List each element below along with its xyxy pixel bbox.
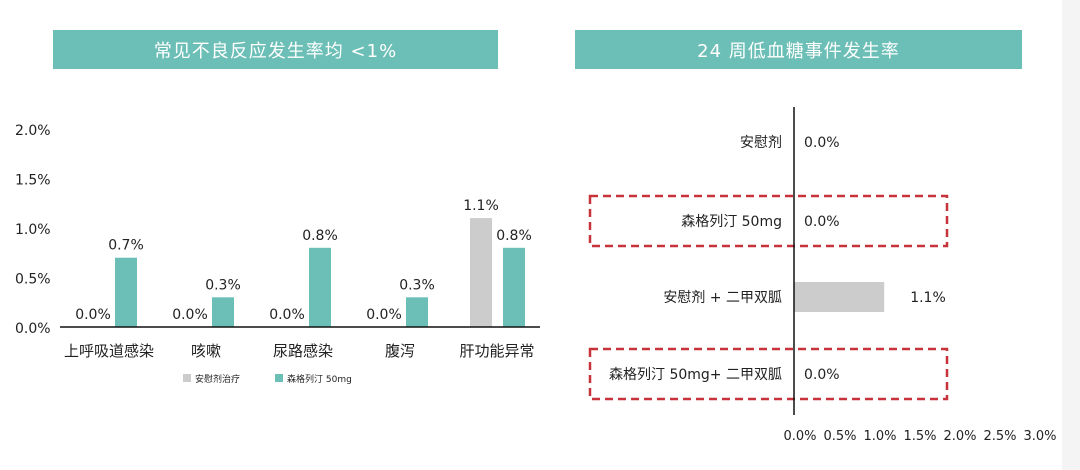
x-tick-label: 2.0%	[943, 429, 976, 444]
legend-label: 森格列汀 50mg	[287, 373, 352, 385]
bar-drug	[503, 247, 525, 327]
bar-drug	[406, 297, 428, 327]
bar-drug	[309, 247, 331, 327]
legend-swatch	[275, 374, 283, 382]
x-tick-label: 2.5%	[983, 429, 1016, 444]
data-label: 0.0%	[804, 367, 840, 383]
data-label: 0.8%	[302, 228, 338, 244]
category-label: 安慰剂 + 二甲双胍	[663, 289, 782, 306]
y-tick-label: 1.0%	[15, 222, 51, 238]
y-tick-label: 0.5%	[15, 272, 51, 288]
data-label: 0.0%	[366, 307, 402, 323]
category-label: 森格列汀 50mg	[681, 214, 782, 230]
left-chart-title: 常见不良反应发生率均 <1%	[53, 30, 498, 69]
bar-drug	[212, 297, 234, 327]
x-category-label: 尿路感染	[273, 342, 333, 360]
bar-drug	[115, 257, 137, 327]
data-label: 0.7%	[108, 238, 144, 254]
category-label: 安慰剂	[740, 134, 782, 151]
data-label: 1.1%	[910, 290, 946, 306]
data-label: 0.3%	[205, 277, 241, 293]
data-label: 1.1%	[463, 198, 499, 214]
x-tick-label: 0.0%	[783, 429, 816, 444]
category-label: 森格列汀 50mg+ 二甲双胍	[609, 367, 782, 383]
hypoglycemia-chart: 安慰剂 0.0% 森格列汀 50mg 0.0% 安慰剂 + 二甲双胍 1.1% 森格列汀 5…	[588, 107, 1057, 444]
x-category-label: 咳嗽	[191, 342, 221, 360]
y-tick-label: 2.0%	[15, 123, 51, 139]
y-tick-label: 1.5%	[15, 173, 51, 189]
bar	[794, 282, 885, 312]
legend-swatch	[183, 374, 191, 382]
data-label: 0.0%	[804, 135, 840, 151]
data-label: 0.0%	[269, 307, 305, 323]
adverse-events-chart: 0.0% 0.5% 1.0% 1.5% 2.0% 0.0% 0.7% 上呼吸道感染 0.0% 0.…	[15, 123, 540, 385]
x-tick-label: 3.0%	[1023, 429, 1056, 444]
data-label: 0.0%	[75, 307, 111, 323]
data-label: 0.0%	[804, 214, 840, 230]
data-label: 0.3%	[399, 277, 435, 293]
highlight-box	[588, 347, 949, 401]
highlight-box	[588, 194, 949, 248]
x-tick-label: 0.5%	[823, 429, 856, 444]
bar-placebo	[470, 218, 492, 327]
y-tick-label: 0.0%	[15, 321, 51, 337]
page-edge	[1062, 0, 1080, 470]
x-category-label: 上呼吸道感染	[64, 342, 154, 360]
x-tick-label: 1.5%	[903, 429, 936, 444]
x-category-label: 肝功能异常	[459, 342, 534, 360]
x-category-label: 腹泻	[385, 342, 415, 360]
legend-label: 安慰剂治疗	[195, 373, 240, 385]
x-tick-label: 1.0%	[863, 429, 896, 444]
data-label: 0.0%	[172, 307, 208, 323]
right-chart-title: 24 周低血糖事件发生率	[575, 30, 1022, 69]
data-label: 0.8%	[496, 228, 532, 244]
